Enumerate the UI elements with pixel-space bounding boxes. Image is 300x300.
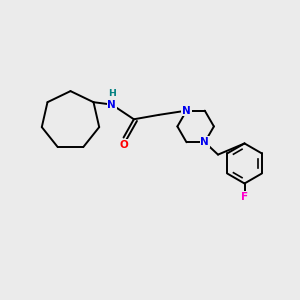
Text: F: F (241, 192, 248, 202)
Text: N: N (200, 137, 209, 147)
Text: N: N (107, 100, 116, 110)
Text: N: N (182, 106, 191, 116)
Text: H: H (108, 89, 116, 98)
Text: O: O (119, 140, 128, 150)
